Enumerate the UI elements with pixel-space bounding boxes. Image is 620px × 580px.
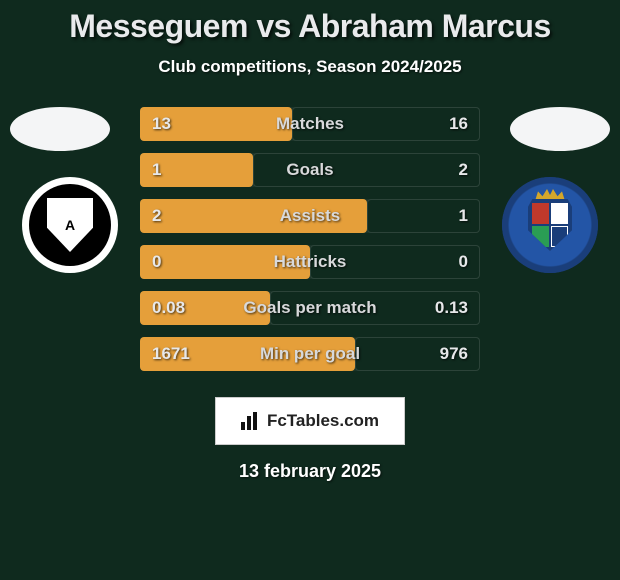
fc-porto-logo	[502, 177, 598, 273]
stat-value-right: 1	[459, 206, 468, 226]
stat-row: 13 16 Matches	[140, 107, 480, 141]
stat-value-left: 2	[152, 206, 161, 226]
stat-value-right: 0	[459, 252, 468, 272]
stat-value-right: 2	[459, 160, 468, 180]
academico-viseu-logo: A	[22, 177, 118, 273]
stat-row: 2 1 Assists	[140, 199, 480, 233]
page-title: Messeguem vs Abraham Marcus	[0, 8, 620, 45]
stat-label: Goals	[286, 160, 333, 180]
stat-value-left: 1671	[152, 344, 190, 364]
stat-label: Min per goal	[260, 344, 360, 364]
stat-value-left: 13	[152, 114, 171, 134]
stat-row: 1671 976 Min per goal	[140, 337, 480, 371]
player-photo-left	[10, 107, 110, 151]
stat-row: 1 2 Goals	[140, 153, 480, 187]
stat-value-left: 0	[152, 252, 161, 272]
stat-label: Assists	[280, 206, 340, 226]
comparison-content: A 13 16 Matches 1 2 Goals 2 1 Assists 0 0 Hattricks…	[0, 107, 620, 387]
stat-value-right: 976	[440, 344, 468, 364]
attribution-badge[interactable]: FcTables.com	[215, 397, 405, 445]
attribution-label: FcTables.com	[267, 411, 379, 431]
club-logo-left: A	[22, 177, 118, 273]
stat-bars: 13 16 Matches 1 2 Goals 2 1 Assists 0 0 Hattricks 0.…	[140, 107, 480, 383]
stat-row: 0.08 0.13 Goals per match	[140, 291, 480, 325]
stat-value-right: 16	[449, 114, 468, 134]
stat-label: Goals per match	[243, 298, 376, 318]
header: Messeguem vs Abraham Marcus Club competi…	[0, 0, 620, 77]
stat-value-right: 0.13	[435, 298, 468, 318]
footer-date: 13 february 2025	[0, 461, 620, 482]
player-photo-right	[510, 107, 610, 151]
page-subtitle: Club competitions, Season 2024/2025	[0, 57, 620, 77]
club-logo-right	[502, 177, 598, 273]
bar-chart-icon	[241, 412, 261, 430]
stat-value-left: 1	[152, 160, 161, 180]
stat-label: Hattricks	[274, 252, 347, 272]
stat-value-left: 0.08	[152, 298, 185, 318]
stat-label: Matches	[276, 114, 344, 134]
stat-row: 0 0 Hattricks	[140, 245, 480, 279]
